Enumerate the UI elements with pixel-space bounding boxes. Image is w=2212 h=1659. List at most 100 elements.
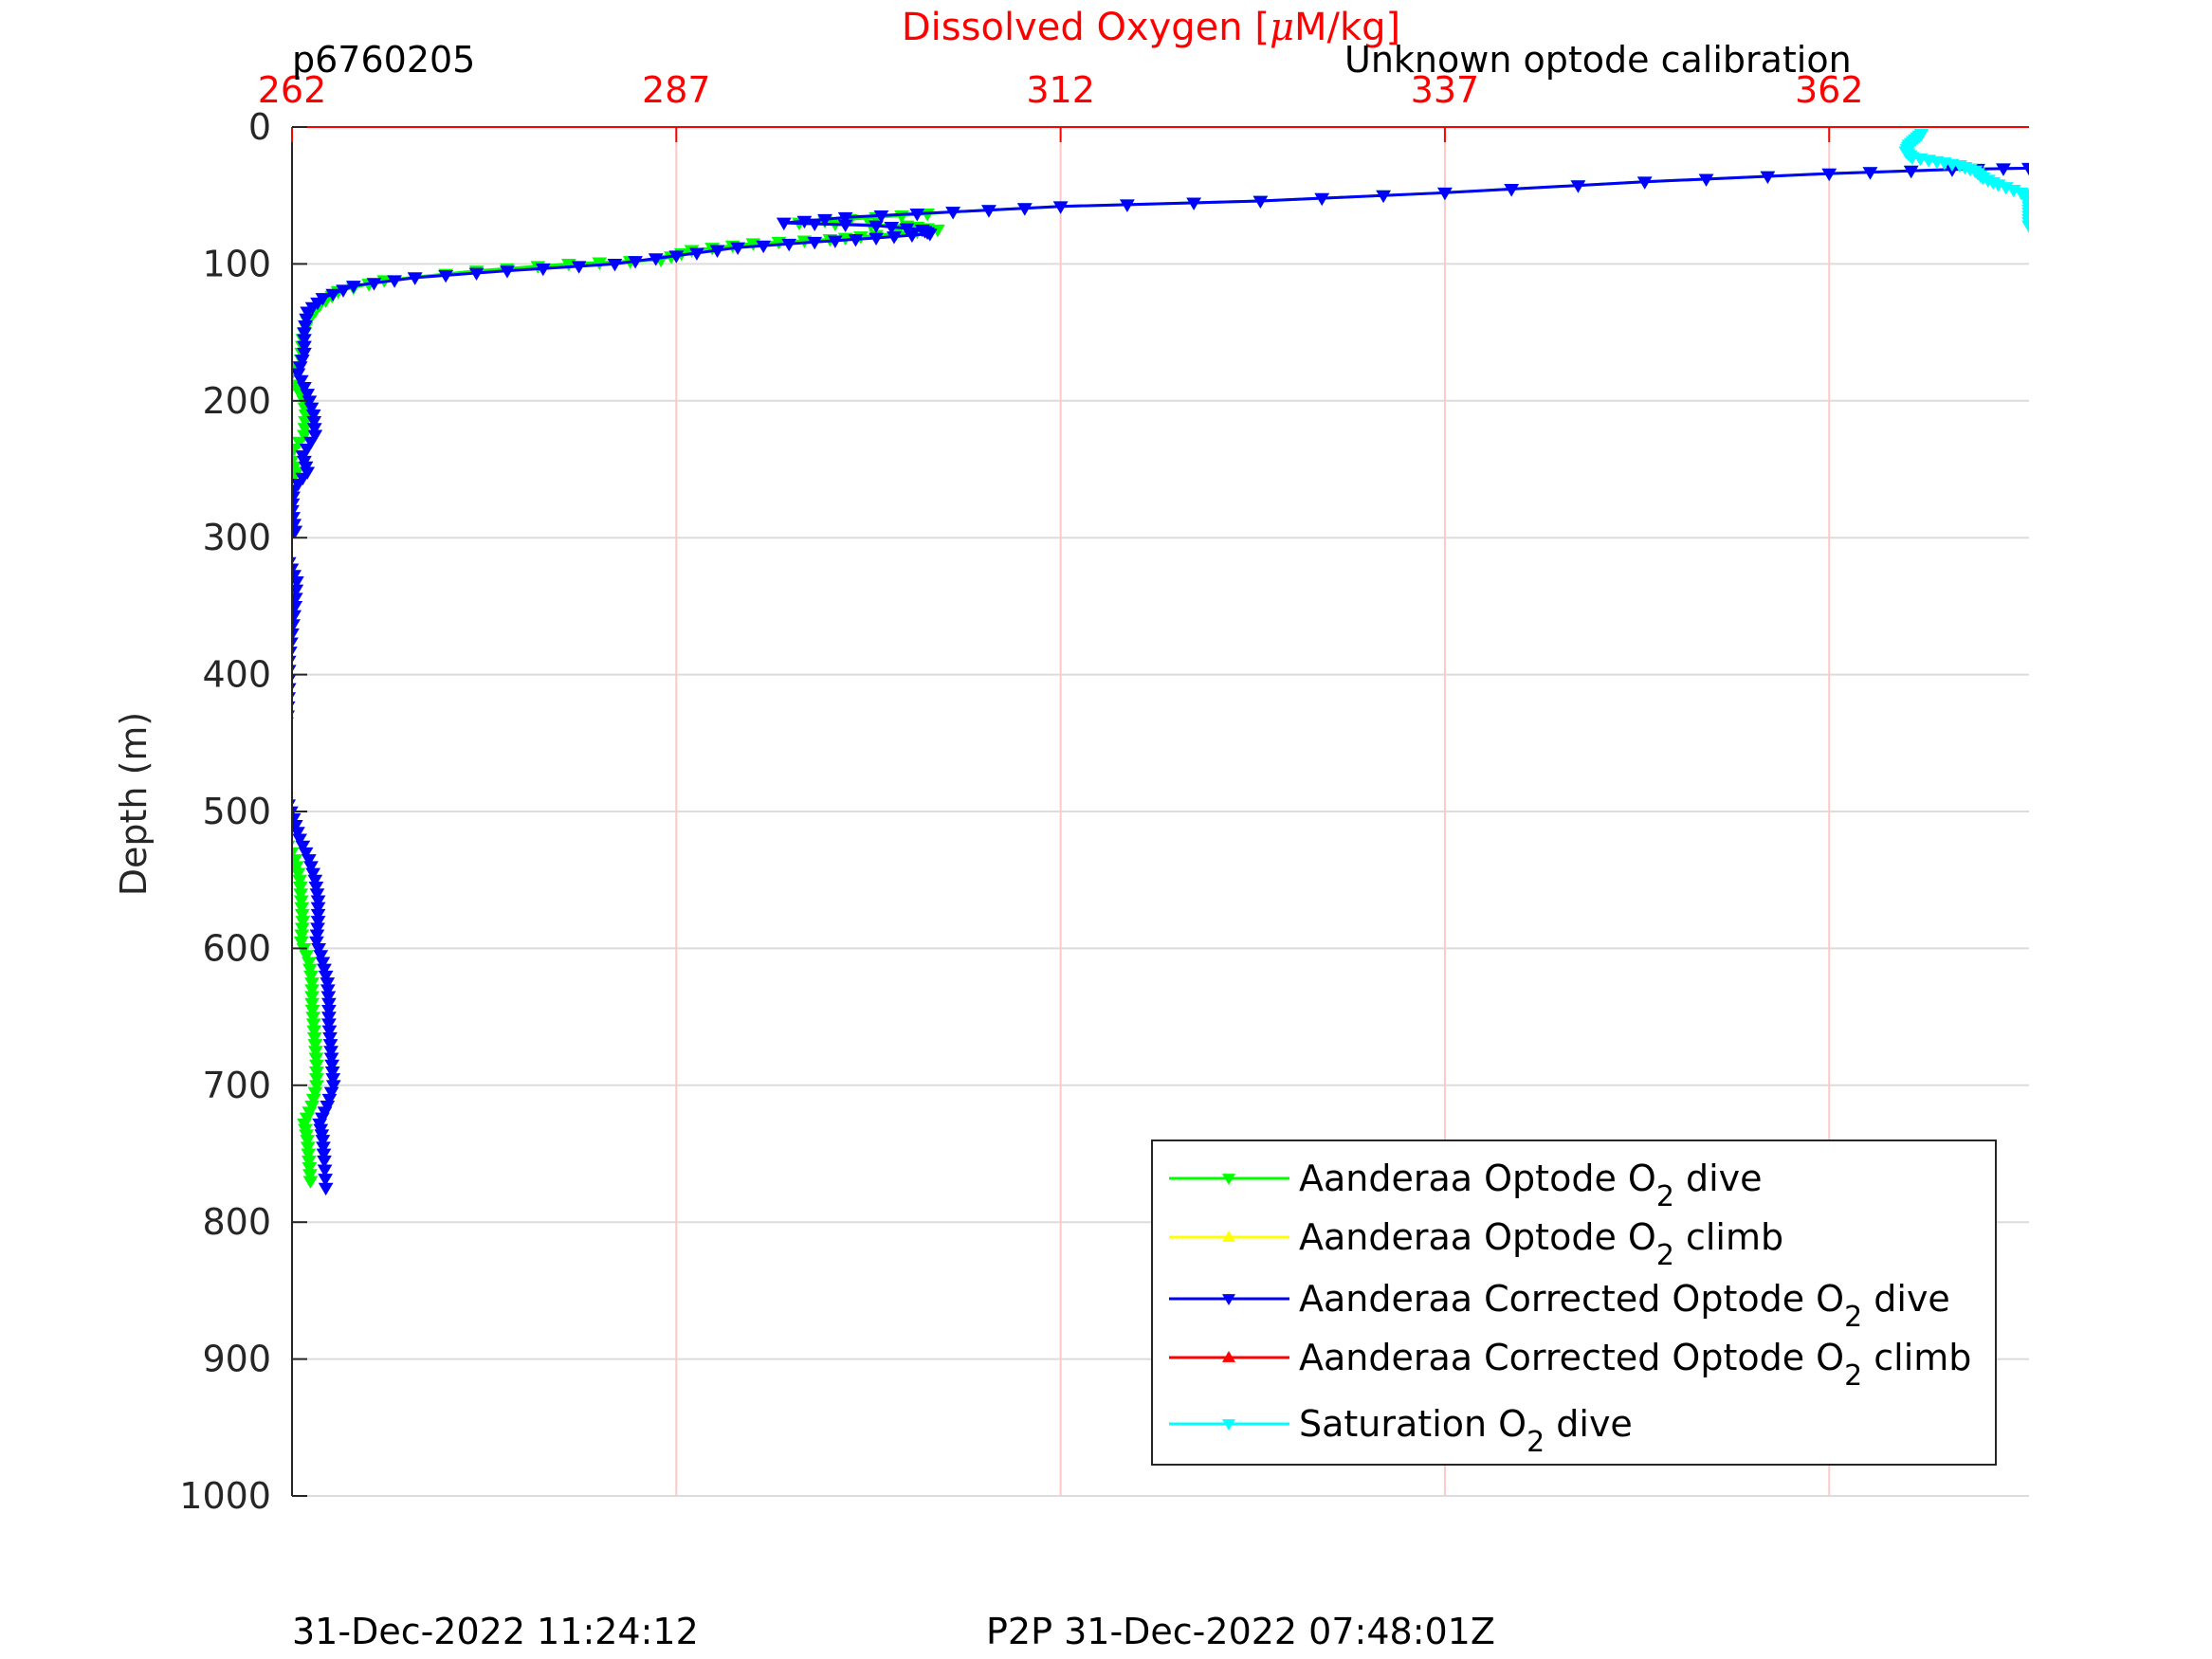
legend-entry-saturation-dive: Saturation O2 dive [1169, 1403, 1633, 1459]
corrected-dive-point [297, 347, 312, 361]
y-tick-label: 1000 [179, 1475, 271, 1517]
corrected-dive-point [837, 211, 853, 226]
corrected-dive-point [1862, 167, 1878, 180]
corrected-dive-point [1252, 195, 1269, 209]
y-tick-label: 600 [202, 927, 271, 969]
optode-dive-point [301, 957, 317, 970]
corrected-dive-point [325, 1073, 341, 1086]
corrected-dive-point [292, 601, 303, 614]
corrected-dive-point [324, 1066, 340, 1080]
corrected-dive-point [305, 409, 321, 423]
corrected-dive-point [317, 963, 332, 977]
corrected-dive-point [307, 874, 323, 888]
corrected-dive-point [325, 288, 341, 302]
corrected-dive-point [407, 272, 423, 285]
corrected-dive-point [320, 991, 337, 1004]
optode-dive-point [304, 984, 320, 997]
corrected-dive-point [310, 902, 326, 916]
optode-dive-point [305, 1093, 321, 1107]
x-tick-label: 337 [1411, 69, 1480, 111]
optode-dive-point [304, 991, 320, 1004]
corrected-dive-point [298, 319, 313, 334]
corrected-dive-point [689, 247, 704, 261]
legend-label-subscript: 2 [1656, 1180, 1674, 1213]
corrected-dive-point [292, 563, 300, 575]
corrected-dive-point [292, 637, 299, 649]
legend-swatch-marker [1222, 1294, 1235, 1305]
optode-dive-point [309, 1080, 324, 1093]
x-tick-label: 262 [258, 69, 327, 111]
legend-label: Aanderaa Optode O2 dive [1299, 1158, 1763, 1213]
corrected-dive-point [837, 219, 853, 232]
optode-dive-point [745, 238, 761, 251]
legend-label-text: Saturation O [1299, 1403, 1526, 1445]
optode-dive-point [303, 970, 319, 984]
series-layer [292, 128, 2029, 1196]
corrected-dive-point [1821, 168, 1837, 182]
corrected-dive-point [309, 936, 324, 950]
y-tick-label: 300 [202, 517, 271, 558]
corrected-dive-point [310, 895, 326, 908]
optode-dive-point [560, 259, 576, 272]
corrected-dive-point [1186, 197, 1202, 210]
legend-entry-optode-dive: Aanderaa Optode O2 dive [1169, 1158, 1763, 1213]
optode-dive-point [309, 1073, 324, 1086]
legend-label: Aanderaa Optode O2 climb [1299, 1216, 1783, 1272]
corrected-dive-point [336, 284, 351, 298]
corrected-dive-point [300, 306, 316, 319]
optode-dive-point [301, 1155, 317, 1169]
corrected-dive-point [468, 267, 484, 282]
legend-swatch-marker [1222, 1231, 1235, 1242]
legend-label-text: Aanderaa Optode O [1299, 1158, 1656, 1199]
corrected-dive-point [2021, 162, 2029, 176]
corrected-dive-point [321, 1018, 337, 1031]
corrected-dive-point [321, 997, 337, 1012]
corrected-dive-point [292, 647, 298, 656]
corrected-dive-point [1903, 165, 1919, 179]
corrected-dive-point [868, 232, 884, 246]
corrected-dive-point [321, 1004, 337, 1018]
x-tick-label: 312 [1026, 69, 1095, 111]
corrected-dive-point [730, 242, 746, 256]
corrected-dive-point [292, 806, 299, 818]
corrected-dive-point [292, 628, 300, 642]
legend-label-subscript: 2 [1526, 1426, 1545, 1459]
legend-label-suffix: climb [1674, 1216, 1783, 1258]
legend-label-subscript: 2 [1844, 1359, 1862, 1393]
corrected-dive-point [776, 217, 792, 231]
corrected-dive-point [325, 1080, 341, 1093]
optode-dive-point [294, 929, 310, 942]
optode-dive-point [300, 1135, 316, 1148]
optode-dive-point [299, 950, 315, 963]
optode-dive-point [308, 1052, 324, 1066]
corrected-dive-point [1636, 176, 1653, 190]
legend-swatch-marker [1222, 1174, 1235, 1185]
corrected-dive-point [1119, 199, 1135, 212]
corrected-dive-point [321, 1025, 338, 1039]
plot-timestamp: 31-Dec-2022 11:24:12 [292, 1611, 699, 1652]
corrected-dive-point [297, 334, 312, 347]
optode-dive-point [300, 1141, 316, 1155]
corrected-dive-point [298, 847, 314, 861]
legend-label-subscript: 2 [1656, 1239, 1674, 1272]
corrected-dive-point [297, 340, 312, 355]
legend-label: Saturation O2 dive [1299, 1403, 1633, 1459]
y-tick-label: 500 [202, 791, 271, 832]
corrected-dive-point [318, 1174, 334, 1187]
corrected-dive-point [1314, 192, 1330, 207]
corrected-dive-point [1376, 190, 1391, 204]
optode-dive-point [293, 888, 309, 902]
corrected-dive-point [1698, 173, 1714, 187]
optode-dive-point [293, 936, 309, 950]
corrected-dive-point [311, 943, 326, 957]
x-tick-label: 287 [642, 69, 711, 111]
corrected-dive-point [318, 1182, 334, 1196]
corrected-dive-point [1760, 171, 1776, 184]
corrected-dive-point [807, 218, 823, 232]
corrected-dive-point [873, 210, 889, 224]
corrected-dive-point [709, 245, 725, 258]
corrected-dive-point [292, 833, 307, 847]
corrected-dive-point [303, 861, 319, 874]
corrected-dive-point [292, 576, 304, 590]
corrected-dive-point [1016, 203, 1033, 216]
